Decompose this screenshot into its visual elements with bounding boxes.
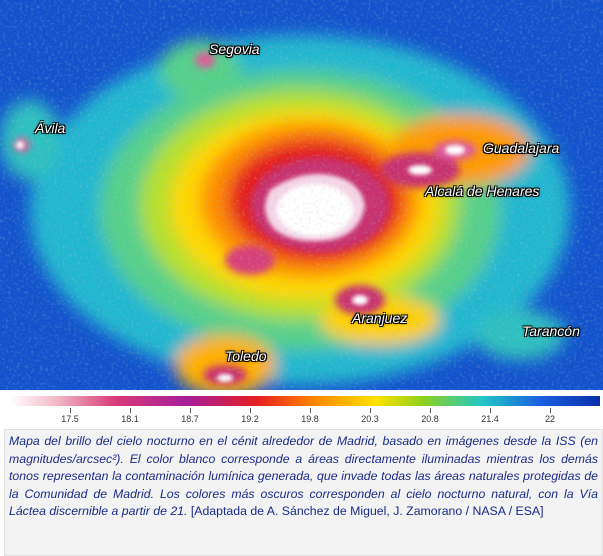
colorbar-tick-label: 20.3: [361, 414, 379, 424]
map-image: [0, 0, 603, 390]
city-label-tarancon: Tarancón: [522, 323, 580, 339]
caption-credit: [Adaptada de A. Sánchez de Miguel, J. Za…: [187, 504, 544, 519]
colorbar-tick-label: 18.1: [121, 414, 139, 424]
caption-text: Mapa del brillo del cielo nocturno en el…: [9, 434, 598, 519]
city-label-segovia: Segovia: [209, 41, 260, 57]
colorbar-tick-label: 19.2: [241, 414, 259, 424]
colorbar-tick-label: 18.7: [181, 414, 199, 424]
city-label-alcala-de-henares: Alcalá de Henares: [425, 183, 540, 199]
colorbar-tick: [310, 408, 311, 413]
colorbar-tick-label: 21.4: [481, 414, 499, 424]
city-label-guadalajara: Guadalajara: [483, 140, 560, 156]
colorbar-tick: [490, 408, 491, 413]
colorbar-tick: [430, 408, 431, 413]
figure-caption: Mapa del brillo del cielo nocturno en el…: [4, 429, 603, 556]
colorbar-legend: 17.5 18.1 18.7 19.2 19.8 20.3 20.8 21.4 22: [0, 390, 603, 428]
colorbar-tick-label: 17.5: [61, 414, 79, 424]
colorbar-tick: [130, 408, 131, 413]
colorbar-tick-label: 20.8: [421, 414, 439, 424]
city-label-avila: Ávila: [35, 120, 66, 136]
city-label-toledo: Toledo: [225, 348, 267, 364]
colorbar-tick-label: 22: [544, 414, 556, 424]
colorbar-gradient: [10, 396, 600, 406]
colorbar-tick: [190, 408, 191, 413]
colorbar-tick: [370, 408, 371, 413]
colorbar-tick: [250, 408, 251, 413]
city-label-aranjuez: Aranjuez: [352, 310, 408, 326]
colorbar-tick-label: 19.8: [301, 414, 319, 424]
light-pollution-map: Segovia Ávila Guadalajara Alcalá de Hena…: [0, 0, 603, 390]
colorbar-tick: [70, 408, 71, 413]
colorbar-tick: [550, 408, 551, 413]
